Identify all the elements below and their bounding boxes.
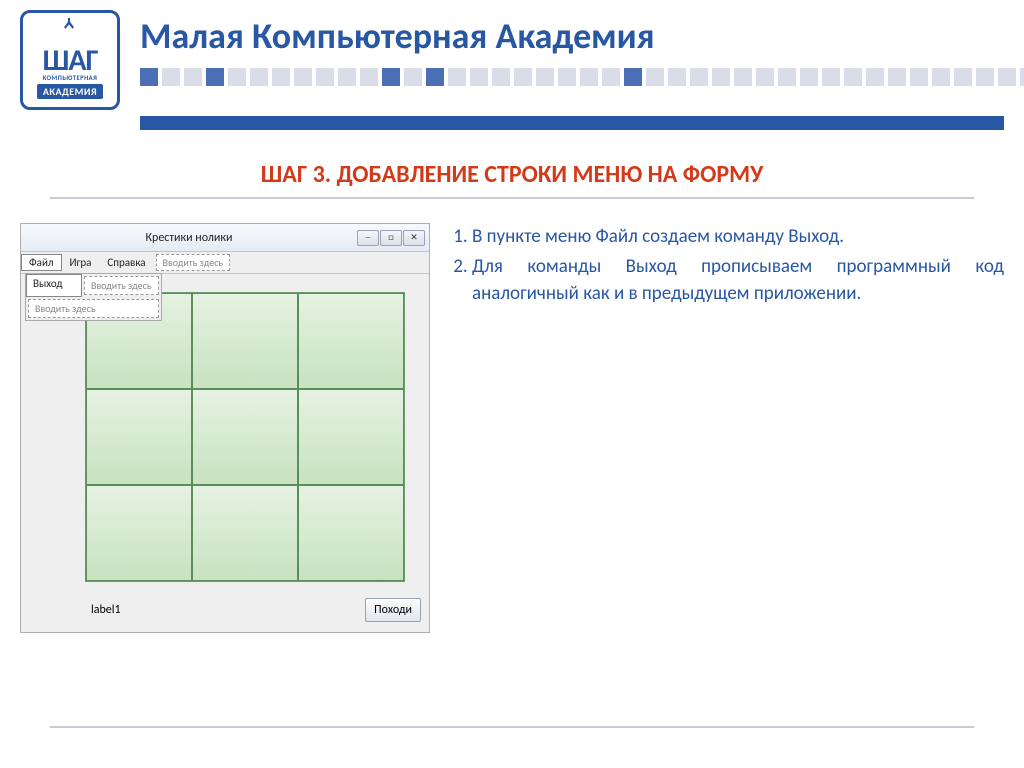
instruction-item: В пункте меню Файл создаем команду Выход… (472, 223, 1004, 251)
menu-bar: Файл Игра Справка Вводить здесь Выход Вв… (21, 252, 429, 274)
decoration-square (778, 68, 796, 86)
grid-cell[interactable] (192, 293, 298, 389)
decoration-square (426, 68, 444, 86)
decoration-squares (140, 68, 1024, 86)
grid-cell[interactable] (86, 485, 192, 581)
grid-cell[interactable] (298, 485, 404, 581)
decoration-square (1020, 68, 1024, 86)
logo-text-top: ШАГ (42, 48, 97, 74)
logo-text-mid: КОМПЬЮТЕРНАЯ (43, 74, 98, 82)
decoration-square (690, 68, 708, 86)
decoration-square (338, 68, 356, 86)
header-banner (140, 116, 1004, 130)
decoration-square (844, 68, 862, 86)
decoration-square (360, 68, 378, 86)
file-dropdown: Выход Вводить здесь Вводить здесь (25, 273, 162, 321)
decoration-square (228, 68, 246, 86)
divider-bottom (50, 726, 974, 728)
decoration-square (976, 68, 994, 86)
instruction-item: Для команды Выход прописываем программны… (472, 253, 1004, 308)
decoration-square (382, 68, 400, 86)
menu-exit-item[interactable]: Выход (26, 274, 82, 297)
instructions: В пункте меню Файл создаем команду Выход… (446, 223, 1004, 633)
grid-cell[interactable] (192, 485, 298, 581)
decoration-square (470, 68, 488, 86)
page-title: Малая Компьютерная Академия (140, 14, 1024, 58)
decoration-square (888, 68, 906, 86)
window-title: Крестики нолики (21, 231, 357, 245)
decoration-square (492, 68, 510, 86)
decoration-square (580, 68, 598, 86)
window-titlebar: Крестики нолики ─ □ ✕ (21, 224, 429, 252)
brand-logo: ШАГ КОМПЬЮТЕРНАЯ АКАДЕМИЯ (20, 10, 120, 110)
grid-cell[interactable] (86, 389, 192, 485)
tictactoe-grid (85, 292, 405, 582)
decoration-square (558, 68, 576, 86)
logo-text-bottom: АКАДЕМИЯ (37, 84, 103, 99)
decoration-square (514, 68, 532, 86)
decoration-square (800, 68, 818, 86)
decoration-square (646, 68, 664, 86)
grid-cell[interactable] (298, 293, 404, 389)
logo-figure-icon (60, 22, 80, 46)
instruction-list: В пункте меню Файл создаем команду Выход… (446, 223, 1004, 308)
decoration-square (272, 68, 290, 86)
vs-designer-screenshot: Крестики нолики ─ □ ✕ Файл Игра Справка … (20, 223, 430, 633)
step-title: ШАГ 3. ДОБАВЛЕНИЕ СТРОКИ МЕНЮ НА ФОРМУ (20, 160, 1004, 189)
dropdown-type-here-right[interactable]: Вводить здесь (84, 276, 159, 295)
menu-file[interactable]: Файл (21, 254, 62, 271)
label1: label1 (91, 603, 121, 617)
move-button[interactable]: Походи (365, 598, 421, 622)
decoration-square (140, 68, 158, 86)
grid-cell[interactable] (298, 389, 404, 485)
content-row: Крестики нолики ─ □ ✕ Файл Игра Справка … (0, 223, 1024, 633)
decoration-square (756, 68, 774, 86)
form-body: label1 Походи (21, 274, 429, 632)
decoration-square (294, 68, 312, 86)
decoration-square (932, 68, 950, 86)
decoration-square (162, 68, 180, 86)
title-area: Малая Компьютерная Академия (140, 10, 1024, 86)
decoration-square (316, 68, 334, 86)
grid-wrap (21, 274, 429, 588)
slide-header: ШАГ КОМПЬЮТЕРНАЯ АКАДЕМИЯ Малая Компьюте… (0, 0, 1024, 110)
decoration-square (184, 68, 202, 86)
maximize-button[interactable]: □ (380, 230, 402, 246)
minimize-button[interactable]: ─ (357, 230, 379, 246)
menu-help[interactable]: Справка (99, 254, 153, 271)
dropdown-type-here-below[interactable]: Вводить здесь (28, 299, 159, 318)
decoration-square (866, 68, 884, 86)
menu-game[interactable]: Игра (62, 254, 100, 271)
menu-type-here[interactable]: Вводить здесь (156, 254, 231, 271)
decoration-square (250, 68, 268, 86)
form-footer: label1 Походи (21, 588, 429, 632)
decoration-square (910, 68, 928, 86)
decoration-square (602, 68, 620, 86)
decoration-square (822, 68, 840, 86)
close-button[interactable]: ✕ (403, 230, 425, 246)
decoration-square (712, 68, 730, 86)
decoration-square (734, 68, 752, 86)
decoration-square (624, 68, 642, 86)
decoration-square (404, 68, 422, 86)
window-buttons: ─ □ ✕ (357, 230, 429, 246)
decoration-square (998, 68, 1016, 86)
decoration-square (954, 68, 972, 86)
decoration-square (536, 68, 554, 86)
divider-top (50, 197, 974, 199)
grid-cell[interactable] (192, 389, 298, 485)
decoration-square (668, 68, 686, 86)
decoration-square (448, 68, 466, 86)
decoration-square (206, 68, 224, 86)
